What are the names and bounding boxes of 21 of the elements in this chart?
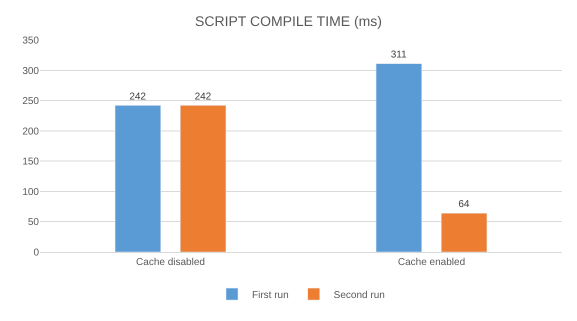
data-label: 311: [390, 50, 408, 61]
y-tick-label: 100: [22, 186, 40, 198]
x-tick-label: Cache disabled: [136, 257, 205, 268]
legend-label: First run: [252, 290, 289, 301]
bar: [180, 105, 226, 252]
y-tick-label: 0: [33, 248, 40, 258]
y-tick-label: 200: [22, 126, 40, 138]
y-tick-label: 300: [22, 66, 40, 77]
y-tick-label: 50: [28, 217, 40, 228]
legend-label: Second run: [334, 290, 385, 301]
y-tick-label: 350: [22, 36, 40, 46]
data-label: 242: [194, 91, 212, 102]
x-tick-label: Cache enabled: [398, 257, 466, 268]
bar: [376, 63, 422, 252]
chart-title: SCRIPT COMPILE TIME (ms): [195, 12, 382, 29]
bar: [441, 212, 488, 252]
data-label: 242: [129, 91, 146, 102]
bar: [114, 105, 161, 252]
data-label: 64: [458, 199, 470, 210]
y-tick-label: 250: [22, 96, 40, 108]
y-tick-label: 150: [22, 156, 40, 168]
